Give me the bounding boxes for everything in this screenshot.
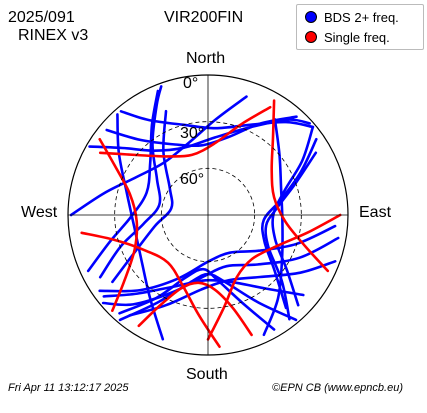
satellite-track-dual-15 [116, 113, 165, 341]
legend-item-dual: BDS 2+ freq. [305, 9, 399, 25]
south-label: South [186, 366, 228, 383]
satellite-track-dual-2 [128, 260, 337, 317]
satellite-track-dual-3 [98, 85, 163, 279]
satellite-track-dual-11 [264, 151, 318, 321]
date-label: 2025/091 [8, 9, 75, 26]
legend-dot-icon [305, 31, 317, 43]
elevation-tick-label: 60° [180, 171, 205, 188]
legend-dot-icon [305, 11, 317, 23]
satellite-track-single-21 [270, 99, 330, 273]
legend-label: Single freq. [324, 29, 390, 45]
satellite-track-dual-10 [260, 137, 318, 310]
tracks-layer [69, 85, 342, 348]
legend-label: BDS 2+ freq. [324, 9, 399, 25]
satellite-track-single-23 [137, 281, 253, 337]
elevation-tick-label: 0° [183, 75, 199, 92]
satellite-track-single-18 [206, 213, 342, 341]
satellite-track-single-19 [80, 231, 221, 348]
east-label: East [359, 204, 392, 221]
satellite-track-dual-8 [119, 110, 315, 130]
satellite-track-dual-5 [111, 109, 174, 284]
legend: BDS 2+ freq. Single freq. [296, 4, 424, 50]
elevation-tick-label: 30° [180, 125, 205, 142]
footer-timestamp: Fri Apr 11 13:12:17 2025 [8, 382, 129, 394]
satellite-track-dual-1 [98, 224, 337, 293]
satellite-track-dual-13 [118, 267, 276, 331]
satellite-track-single-22 [98, 137, 139, 312]
grid-layer [67, 74, 349, 356]
north-label: North [186, 50, 226, 67]
footer-credit: ©EPN CB (www.epncb.eu) [272, 382, 403, 394]
satellite-track-dual-4 [86, 89, 160, 273]
satellite-track-dual-6 [88, 118, 311, 153]
satellite-track-dual-16 [69, 95, 248, 217]
west-label: West [21, 204, 58, 221]
station-title: VIR200FIN [164, 9, 244, 26]
satellite-track-dual-0 [101, 236, 340, 307]
format-label: RINEX v3 [18, 27, 89, 44]
legend-item-single: Single freq. [305, 29, 390, 45]
